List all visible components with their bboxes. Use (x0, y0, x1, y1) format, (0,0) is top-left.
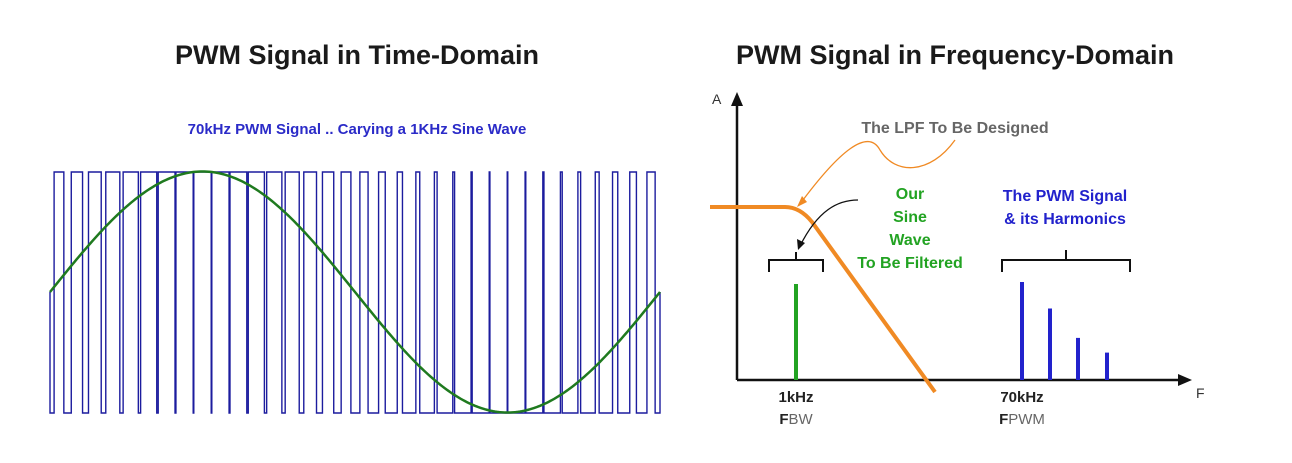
sine-label: Our Sine Wave To Be Filtered (857, 186, 963, 272)
frequency-domain-title: PWM Signal in Frequency-Domain (736, 40, 1174, 70)
tick-70khz: 70kHz (1000, 389, 1043, 406)
time-domain-title: PWM Signal in Time-Domain (175, 40, 539, 70)
tick-fpwm: FPWM (999, 411, 1045, 428)
pwm-harmonics (1020, 282, 1109, 380)
sine-wave (49, 170, 661, 414)
svg-text:The PWM Signal: The PWM Signal (1003, 188, 1127, 205)
pwm-label: The PWM Signal & its Harmonics (1003, 188, 1127, 228)
sine-bracket (768, 252, 824, 272)
lpf-label: The LPF To Be Designed (861, 120, 1048, 137)
tick-1khz: 1kHz (778, 389, 813, 406)
svg-text:To Be Filtered: To Be Filtered (857, 255, 963, 272)
y-axis-label: A (712, 91, 722, 107)
time-domain-subtitle: 70kHz PWM Signal .. Carying a 1KHz Sine … (188, 121, 527, 138)
pwm-bracket (1001, 250, 1131, 272)
svg-text:& its Harmonics: & its Harmonics (1004, 211, 1126, 228)
svg-text:Our: Our (896, 186, 924, 203)
tick-fbw: FBW (779, 411, 813, 428)
svg-text:Wave: Wave (889, 232, 930, 249)
sine-pointer-arrow (799, 199, 859, 247)
svg-text:Sine: Sine (893, 209, 927, 226)
pwm-trace (49, 171, 661, 414)
lpf-curve (710, 205, 937, 394)
x-axis-label: F (1196, 385, 1205, 401)
pwm-waveform (49, 171, 661, 414)
lpf-pointer-arrow (799, 139, 956, 205)
